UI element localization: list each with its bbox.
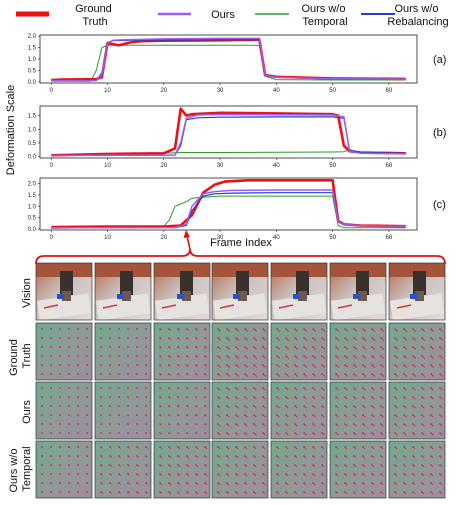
y-tick-label: 0.5 [28,216,37,222]
y-tick-label: 1.5 [28,193,37,199]
tactile-frame-image [329,322,387,381]
x-tick-label: 60 [386,235,393,241]
x-tick-label: 60 [386,163,393,169]
x-tick-label: 30 [217,88,224,94]
chart-panel-b: 0 10 20 30 40 50 60 0.0 0.5 1.0 1.5 (b) [28,105,446,169]
chart-panel-c: 0 10 20 30 40 50 60 0.0 0.5 1.0 1.5 2.0 (c) [28,177,446,241]
tactile-frame-image [94,440,152,499]
x-tick-label: 30 [217,235,224,241]
vision-frame-image [388,262,446,321]
y-tick-label: 0.0 [28,155,37,161]
tactile-frame-image [153,440,211,499]
tactile-frame-image [153,381,211,440]
tactile-frame-image [270,440,328,499]
y-tick-label: 1.0 [28,57,37,63]
plot-area [39,105,418,159]
vision-frame-image [329,262,387,321]
vision-frame-image [153,262,211,321]
series-line-ground-truth [51,107,406,157]
x-tick-label: 50 [329,88,336,94]
x-tick-label: 10 [104,235,111,241]
arrow-line [186,235,191,250]
panel-label: (b) [433,127,446,139]
y-tick-label: 1.5 [28,46,37,52]
x-tick-label: 50 [329,163,336,169]
tactile-frame-image [388,322,446,381]
y-tick-label: 2.0 [28,34,37,40]
tactile-frame-image [35,440,93,499]
panel-label: (c) [433,199,446,211]
x-tick-label: 0 [50,163,54,169]
row-labels: Vision Ground Truth Ours Ours w/o Tempor… [8,278,33,492]
plot-area [39,34,418,84]
y-tick-label: 0.5 [28,141,37,147]
x-tick-label: 30 [217,163,224,169]
x-tick-label: 10 [104,88,111,94]
x-tick-label: 60 [386,88,393,94]
series-line-ours-w-o-temporal [51,44,406,82]
tactile-frame-image [211,381,269,440]
frame-range-brace [35,230,446,265]
series-line-ours [51,189,406,229]
x-tick-label: 20 [160,163,167,169]
legend-label-ours-wo-rebalancing: Ours w/o Rebalancing [387,3,448,28]
x-tick-label: 40 [273,88,280,94]
plot-area [39,177,418,231]
row-label-ours: Ours [21,400,33,424]
vision-frame-image [94,262,152,321]
y-tick-label: 2.0 [28,182,37,188]
x-tick-label: 50 [329,235,336,241]
x-tick-label: 0 [50,235,54,241]
x-tick-label: 40 [273,163,280,169]
tactile-frame-image [329,381,387,440]
row-label-ground-truth: Ground Truth [8,336,33,376]
legend-label-ground-truth: Ground Truth [75,3,115,28]
vision-frame-image [270,262,328,321]
series-line-ground-truth [51,179,406,229]
tactile-frame-image [388,381,446,440]
tactile-frame-image [211,322,269,381]
tactile-frame-image [153,322,211,381]
series-line-ours-w-o-rebalancing [51,116,406,157]
tactile-frame-image [211,440,269,499]
tactile-frame-image [94,322,152,381]
y-tick-label: 0.5 [28,68,37,74]
y-tick-label: 0.0 [28,80,37,86]
tactile-frame-image [270,381,328,440]
y-tick-label: 0.0 [28,227,37,233]
panel-label: (a) [433,54,446,66]
arrow-head [183,230,190,238]
legend-label-ours-wo-temporal: Ours w/o Temporal [301,3,348,28]
row-label-vision: Vision [21,278,33,308]
tactile-frame-image [94,381,152,440]
x-tick-label: 20 [160,235,167,241]
x-tick-label: 20 [160,88,167,94]
row-label-ours-wo-temporal: Ours w/o Temporal [8,445,33,492]
x-axis-label: Frame Index [210,237,272,249]
thumbnail-grid [35,262,446,499]
tactile-frame-image [270,322,328,381]
series-line-ours-w-o-rebalancing [51,192,406,229]
legend-label-ours: Ours [211,9,235,21]
series-line-ours [51,113,406,157]
y-axis-label: Deformation Scale [5,85,17,176]
vision-frame-image [35,262,93,321]
tactile-frame-image [329,440,387,499]
vision-frame-image [211,262,269,321]
x-tick-label: 0 [50,88,54,94]
chart-panel-a: 0 10 20 30 40 50 60 0.0 0.5 1.0 1.5 2.0 (a) [28,34,447,94]
tactile-frame-image [388,440,446,499]
legend: Ground Truth Ours Ours w/o Temporal Ours… [16,3,449,28]
series-line-ours [51,37,406,82]
series-line-ours-w-o-temporal [51,195,406,229]
x-tick-label: 10 [104,163,111,169]
y-tick-label: 1.5 [28,114,37,120]
y-tick-label: 1.0 [28,204,37,210]
y-tick-label: 1.0 [28,127,37,133]
x-tick-label: 40 [273,235,280,241]
tactile-frame-image [35,381,93,440]
tactile-frame-image [35,322,93,381]
